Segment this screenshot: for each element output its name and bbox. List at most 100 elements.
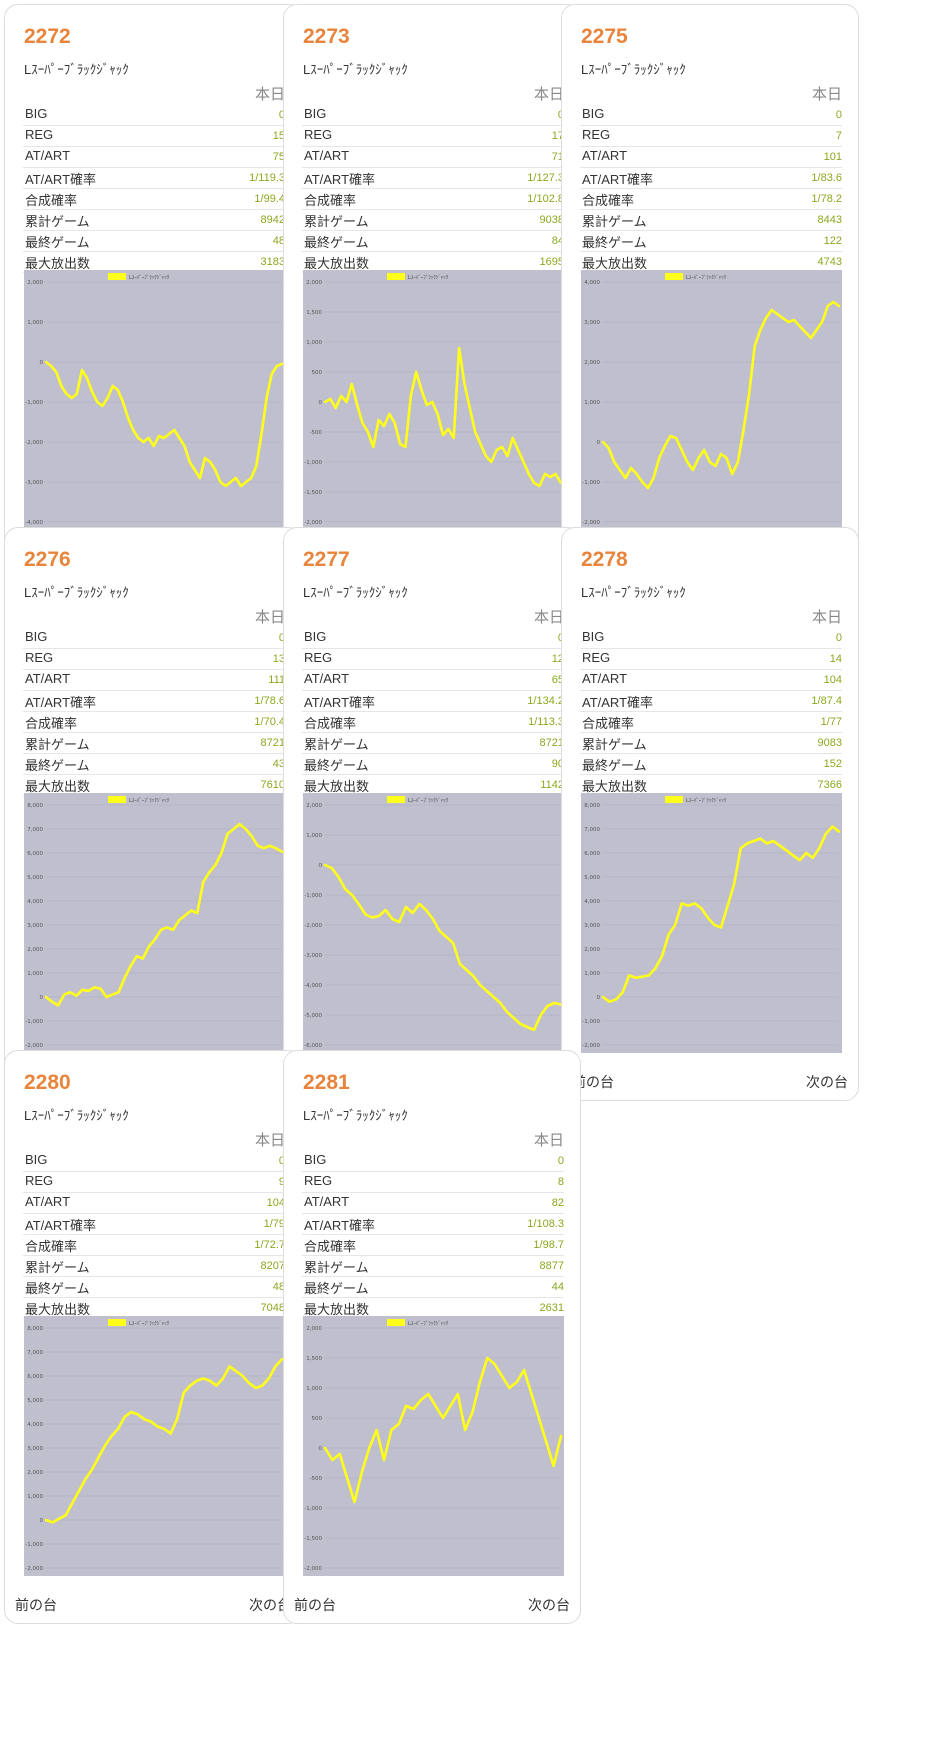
y-tick-label: 0 bbox=[40, 995, 44, 1001]
stat-value: 1/79 bbox=[263, 1218, 285, 1230]
stat-label: BIG bbox=[25, 106, 48, 121]
machine-number[interactable]: 2280 bbox=[24, 1071, 71, 1094]
y-tick-label: -3,000 bbox=[304, 953, 322, 959]
y-tick-label: -2,000 bbox=[304, 520, 322, 526]
stat-row: AT/ART確率 1/108.3 bbox=[302, 1214, 564, 1235]
stat-row: 累計ゲーム 8207 bbox=[23, 1256, 285, 1277]
stat-value: 1/78.6 bbox=[254, 695, 285, 707]
stat-row: 累計ゲーム 8443 bbox=[580, 210, 842, 231]
stat-label: 累計ゲーム bbox=[582, 737, 647, 752]
balance-chart: 2,000 1,500 1,000 500 0 -500 -1,000 -1,500 -2,00… bbox=[303, 270, 564, 530]
next-machine-link[interactable]: 次の台 bbox=[249, 1597, 291, 1613]
y-tick-label: 2,000 bbox=[306, 1326, 322, 1332]
stats-table: BIG 0 REG 13 AT/ART 111 AT/ART確率 1/78.6 合成確率 1/70… bbox=[23, 628, 285, 796]
machine-card: 2273Lｽｰﾊﾟｰﾌﾞﾗｯｸｼﾞｬｯｸ本日BIG0REG17AT/ART71A… bbox=[283, 4, 581, 578]
chart-legend: Lｽｰﾊﾟｰﾌﾞﾗｯｸｼﾞｬｯｸ bbox=[108, 796, 170, 804]
stat-label: REG bbox=[25, 650, 54, 665]
legend-swatch bbox=[665, 796, 683, 803]
y-tick-label: 0 bbox=[40, 360, 44, 366]
stat-value: 82 bbox=[551, 1197, 564, 1209]
stat-label: 最終ゲーム bbox=[304, 1281, 369, 1296]
stat-label: 最終ゲーム bbox=[25, 1281, 90, 1296]
stat-label: 累計ゲーム bbox=[582, 214, 647, 229]
machine-number[interactable]: 2275 bbox=[581, 25, 628, 48]
machine-model: Lｽｰﾊﾟｰﾌﾞﾗｯｸｼﾞｬｯｸ bbox=[24, 62, 129, 77]
y-tick-label: 2,000 bbox=[306, 280, 322, 286]
series-line bbox=[601, 825, 841, 1004]
chart-legend: Lｽｰﾊﾟｰﾌﾞﾗｯｸｼﾞｬｯｸ bbox=[665, 273, 727, 281]
stat-value: 0 bbox=[278, 1155, 285, 1167]
machine-number[interactable]: 2278 bbox=[581, 548, 628, 571]
stat-row: BIG 0 bbox=[23, 105, 285, 126]
stat-value: 7048 bbox=[260, 1302, 285, 1314]
legend-label: Lｽｰﾊﾟｰﾌﾞﾗｯｸｼﾞｬｯｸ bbox=[129, 797, 170, 804]
prev-machine-link[interactable]: 前の台 bbox=[15, 1597, 57, 1613]
y-tick-label: 0 bbox=[597, 995, 601, 1001]
stats-table: BIG 0 REG 12 AT/ART 65 AT/ART確率 1/134.2 合成確率 1/11… bbox=[302, 628, 564, 796]
y-tick-label: 5,000 bbox=[584, 875, 600, 881]
today-header: 本日 bbox=[811, 609, 842, 626]
machine-number[interactable]: 2272 bbox=[24, 25, 71, 48]
legend-label: Lｽｰﾊﾟｰﾌﾞﾗｯｸｼﾞｬｯｸ bbox=[129, 274, 170, 281]
stat-value: 7610 bbox=[260, 779, 285, 791]
stat-row: 合成確率 1/78.2 bbox=[580, 189, 842, 210]
stat-row: AT/ART確率 1/79 bbox=[23, 1214, 285, 1235]
stat-value: 1/127.3 bbox=[527, 172, 564, 184]
stat-value: 0 bbox=[278, 632, 285, 644]
stat-label: 最終ゲーム bbox=[582, 235, 647, 250]
today-header: 本日 bbox=[254, 1132, 285, 1149]
y-tick-label: 500 bbox=[312, 370, 323, 376]
stat-value: 17 bbox=[551, 130, 564, 142]
stat-value: 9 bbox=[278, 1176, 285, 1188]
stat-value: 1/78.2 bbox=[811, 193, 842, 205]
machine-number[interactable]: 2277 bbox=[303, 548, 350, 571]
machine-model: Lｽｰﾊﾟｰﾌﾞﾗｯｸｼﾞｬｯｸ bbox=[303, 1108, 408, 1123]
y-tick-label: 3,000 bbox=[27, 1446, 43, 1452]
today-header: 本日 bbox=[811, 86, 842, 103]
stat-row: 最終ゲーム 90 bbox=[302, 754, 564, 775]
stat-label: REG bbox=[25, 127, 54, 142]
machine-number[interactable]: 2276 bbox=[24, 548, 71, 571]
legend-label: Lｽｰﾊﾟｰﾌﾞﾗｯｸｼﾞｬｯｸ bbox=[129, 1320, 170, 1327]
chart-legend: Lｽｰﾊﾟｰﾌﾞﾗｯｸｼﾞｬｯｸ bbox=[665, 796, 727, 804]
machine-number[interactable]: 2281 bbox=[303, 1071, 350, 1094]
stat-value: 1/83.6 bbox=[811, 172, 842, 184]
stat-value: 12 bbox=[551, 653, 564, 665]
machine-number[interactable]: 2273 bbox=[303, 25, 350, 48]
stat-row: 合成確率 1/72.7 bbox=[23, 1235, 285, 1256]
y-tick-label: -4,000 bbox=[25, 520, 43, 526]
stat-label: AT/ART bbox=[582, 148, 628, 163]
stat-value: 3183 bbox=[260, 256, 285, 268]
today-header: 本日 bbox=[254, 86, 285, 103]
prev-machine-link[interactable]: 前の台 bbox=[294, 1597, 336, 1613]
stat-row: 累計ゲーム 8721 bbox=[302, 733, 564, 754]
stat-value: 1/102.8 bbox=[527, 193, 564, 205]
next-machine-link[interactable]: 次の台 bbox=[528, 1597, 570, 1613]
y-tick-label: 4,000 bbox=[584, 280, 600, 286]
stat-label: BIG bbox=[582, 106, 605, 121]
machine-card: 2280 Lｽｰﾊﾟｰﾌﾞﾗｯｸｼﾞｬｯｸ 本日 BIG 0 REG 9 AT/ART 104 A… bbox=[4, 1050, 302, 1624]
machine-model: Lｽｰﾊﾟｰﾌﾞﾗｯｸｼﾞｬｯｸ bbox=[581, 62, 686, 77]
machine-model: Lｽｰﾊﾟｰﾌﾞﾗｯｸｼﾞｬｯｸ bbox=[24, 1108, 129, 1123]
y-tick-label: -1,000 bbox=[25, 400, 43, 406]
machine-card: 2281 Lｽｰﾊﾟｰﾌﾞﾗｯｸｼﾞｬｯｸ 本日 BIG 0 REG 8 AT/ART 82 AT… bbox=[283, 1050, 581, 1624]
y-tick-label: -1,000 bbox=[304, 893, 322, 899]
y-tick-label: 0 bbox=[597, 440, 601, 446]
stat-row: 最終ゲーム 48 bbox=[23, 1277, 285, 1298]
stat-label: 合成確率 bbox=[25, 1239, 78, 1254]
machine-model: Lｽｰﾊﾟｰﾌﾞﾗｯｸｼﾞｬｯｸ bbox=[24, 585, 129, 600]
stat-label: 合成確率 bbox=[304, 716, 357, 731]
stat-row: 累計ゲーム 8942 bbox=[23, 210, 285, 231]
today-header: 本日 bbox=[254, 609, 285, 626]
y-tick-label: 0 bbox=[319, 1446, 323, 1452]
stat-value: 0 bbox=[558, 109, 564, 121]
today-header: 本日 bbox=[533, 1132, 564, 1149]
stat-label: BIG bbox=[304, 106, 327, 121]
stat-row: 最終ゲーム 152 bbox=[580, 754, 842, 775]
legend-label: Lｽｰﾊﾟｰﾌﾞﾗｯｸｼﾞｬｯｸ bbox=[408, 1320, 449, 1327]
next-machine-link[interactable]: 次の台 bbox=[806, 1074, 848, 1090]
stat-label: 最大放出数 bbox=[582, 779, 648, 794]
y-tick-label: -4,000 bbox=[304, 983, 322, 989]
prev-machine-link[interactable]: 前の台 bbox=[572, 1074, 614, 1090]
stat-row: AT/ART 104 bbox=[23, 1193, 285, 1214]
